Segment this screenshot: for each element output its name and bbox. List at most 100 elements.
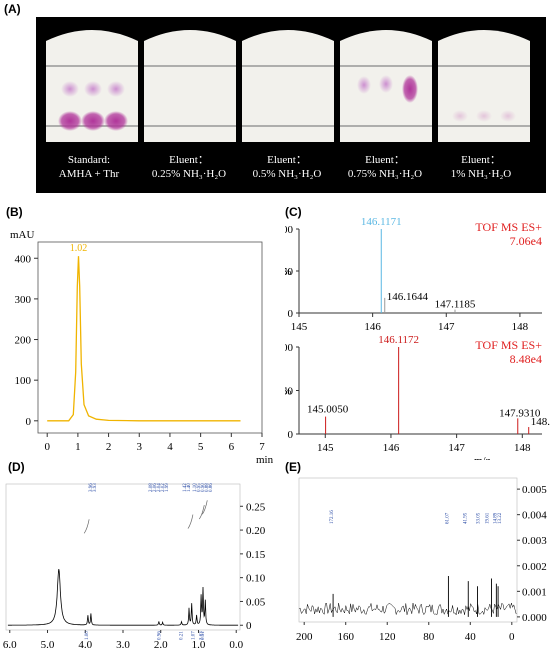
x-tick-label: 0 bbox=[509, 631, 515, 643]
tlc-caption-line2: 0.5% NH₃·H₂O bbox=[252, 168, 322, 180]
y-tick-label: 0.25 bbox=[246, 501, 266, 513]
integral-label: 0.21 bbox=[180, 631, 185, 640]
x-tick-label: 80 bbox=[423, 631, 435, 643]
peak-label: 3.93 bbox=[93, 483, 98, 492]
y-tick-label: 300 bbox=[15, 294, 32, 306]
x-tick-label: 145 bbox=[317, 442, 334, 454]
x-tick-label: 147 bbox=[448, 442, 465, 454]
ms-peak-label: 146.1644 bbox=[387, 291, 429, 303]
y-tick-label: 0.002 bbox=[522, 561, 547, 573]
y-tick-label: 50 bbox=[285, 266, 294, 278]
integral-curve bbox=[187, 514, 194, 529]
x-tick-label: 5.0 bbox=[41, 639, 55, 651]
tlc-spot-thr bbox=[58, 111, 82, 131]
peak-label: 2.04 bbox=[157, 483, 162, 492]
peak-label: 172.16 bbox=[330, 510, 335, 524]
peak-label: 2.02 bbox=[161, 483, 166, 492]
plot-frame bbox=[37, 241, 263, 434]
peak-label: 0.86 bbox=[209, 483, 214, 492]
x-tick-label: 6 bbox=[229, 441, 235, 453]
x-tick-label: 7 bbox=[259, 441, 265, 453]
tlc-spot-amha bbox=[61, 81, 79, 97]
y-tick-label: 0 bbox=[288, 429, 294, 441]
y-tick-label: 0.05 bbox=[246, 596, 266, 608]
panel-e-label: (E) bbox=[285, 460, 301, 474]
c-nmr-spectrum: 0.000 0.001 0.002 0.003 0.004 0.005 200 160 120 8… bbox=[296, 477, 547, 643]
y-tick-label: 0.20 bbox=[246, 525, 266, 537]
x-tick-label: 3.0 bbox=[116, 639, 130, 651]
nmr-trace bbox=[7, 569, 239, 626]
ms-subtitle: 7.06e4 bbox=[510, 234, 542, 248]
x-tick-label: 2 bbox=[106, 441, 112, 453]
tlc-plates-image bbox=[46, 30, 530, 142]
y-tick-label: 50 bbox=[285, 386, 294, 398]
chromatogram-trace bbox=[47, 256, 241, 422]
y-tick-label: 0.003 bbox=[522, 535, 547, 547]
y-tick-label: 0 bbox=[246, 620, 252, 632]
ms-spectrum-bottom: 0 50 100 145 146 147 148% m/z TOF MS ES+8.48e4 14… bbox=[285, 335, 550, 460]
x-tick-label: 6.0 bbox=[3, 639, 17, 651]
tlc-spot-thr bbox=[104, 111, 128, 131]
x-tick-label: 146 bbox=[364, 321, 381, 333]
peak-label: 1.40 bbox=[187, 483, 192, 492]
ms-peak-label: 147.1185 bbox=[435, 299, 476, 311]
tlc-caption-5: Eluent： 1% NH₃·H₂O bbox=[426, 153, 536, 181]
tlc-caption-line1: Eluent： bbox=[461, 154, 501, 166]
peak-label: 1.02 bbox=[70, 243, 88, 254]
y-tick-label: 0 bbox=[288, 308, 294, 320]
y-tick-label: 0.005 bbox=[522, 484, 547, 496]
integral-curve bbox=[198, 504, 205, 520]
tlc-caption-line2: 0.25% NH₃·H₂O bbox=[151, 168, 227, 180]
tlc-caption-2: Eluent： 0.25% NH₃·H₂O bbox=[134, 153, 244, 181]
tlc-panel: Standard: AMHA + Thr Eluent： 0.25% NH₃·H… bbox=[36, 17, 546, 193]
peak-label: 33.05 bbox=[477, 512, 482, 524]
peak-label: 61.07 bbox=[445, 512, 450, 524]
tlc-caption-1: Standard: AMHA + Thr bbox=[34, 153, 144, 181]
tlc-spot-amha bbox=[84, 81, 102, 97]
x-axis-label: m/z bbox=[474, 334, 491, 335]
x-tick-label: 2.0 bbox=[154, 639, 168, 651]
x-tick-label: 148 bbox=[514, 442, 531, 454]
ms-subtitle: 8.48e4 bbox=[510, 352, 542, 366]
plot-frame bbox=[298, 477, 518, 623]
x-axis-label: m/z bbox=[474, 455, 491, 460]
panel-c-label: (C) bbox=[285, 205, 302, 219]
x-tick-label: 5 bbox=[198, 441, 204, 453]
x-tick-label: 3 bbox=[137, 441, 143, 453]
tlc-caption-3: Eluent： 0.5% NH₃·H₂O bbox=[232, 153, 342, 181]
x-tick-label: 145 bbox=[291, 321, 308, 333]
y-axis-label: % bbox=[285, 387, 291, 398]
x-tick-label: 4 bbox=[167, 441, 173, 453]
ms-peak-label: 147.9310 bbox=[499, 407, 541, 419]
y-tick-label: 0.10 bbox=[246, 573, 266, 585]
panel-b-label: (B) bbox=[6, 205, 23, 219]
y-axis-label: % bbox=[285, 267, 291, 278]
y-tick-label: 100 bbox=[285, 224, 294, 236]
tlc-caption-line1: Eluent： bbox=[365, 154, 405, 166]
panel-d-label: (D) bbox=[8, 460, 25, 474]
ms-title: TOF MS ES+ bbox=[475, 338, 542, 352]
x-tick-label: 0.0 bbox=[229, 639, 243, 651]
tlc-caption-line1: Eluent： bbox=[169, 154, 209, 166]
integral-label: 3.03 bbox=[199, 631, 204, 640]
peak-label: 14.89 bbox=[493, 512, 498, 524]
tlc-spot-faint bbox=[500, 110, 516, 122]
peak-label: 0.90 bbox=[201, 483, 206, 492]
tlc-caption-line2: AMHA + Thr bbox=[58, 168, 120, 180]
x-tick-label: 147 bbox=[438, 321, 455, 333]
x-tick-label: 148 bbox=[512, 321, 529, 333]
integral-curve bbox=[83, 519, 90, 534]
peak-label: 13.22 bbox=[498, 512, 503, 524]
x-tick-label: 160 bbox=[337, 631, 354, 643]
noise-trace bbox=[298, 602, 517, 616]
y-tick-label: 0.004 bbox=[522, 510, 547, 522]
peak-label: 0.88 bbox=[205, 483, 210, 492]
tlc-caption-line2: 0.75% NH₃·H₂O bbox=[347, 168, 423, 180]
integral-curve bbox=[201, 500, 208, 515]
tlc-plate bbox=[438, 30, 530, 142]
y-tick-label: 0.001 bbox=[522, 586, 547, 598]
tlc-caption-4: Eluent： 0.75% NH₃·H₂O bbox=[330, 153, 440, 181]
panel-a-label: (A) bbox=[4, 2, 21, 16]
x-tick-label: 0 bbox=[44, 441, 50, 453]
tlc-spot-amha bbox=[107, 81, 125, 97]
